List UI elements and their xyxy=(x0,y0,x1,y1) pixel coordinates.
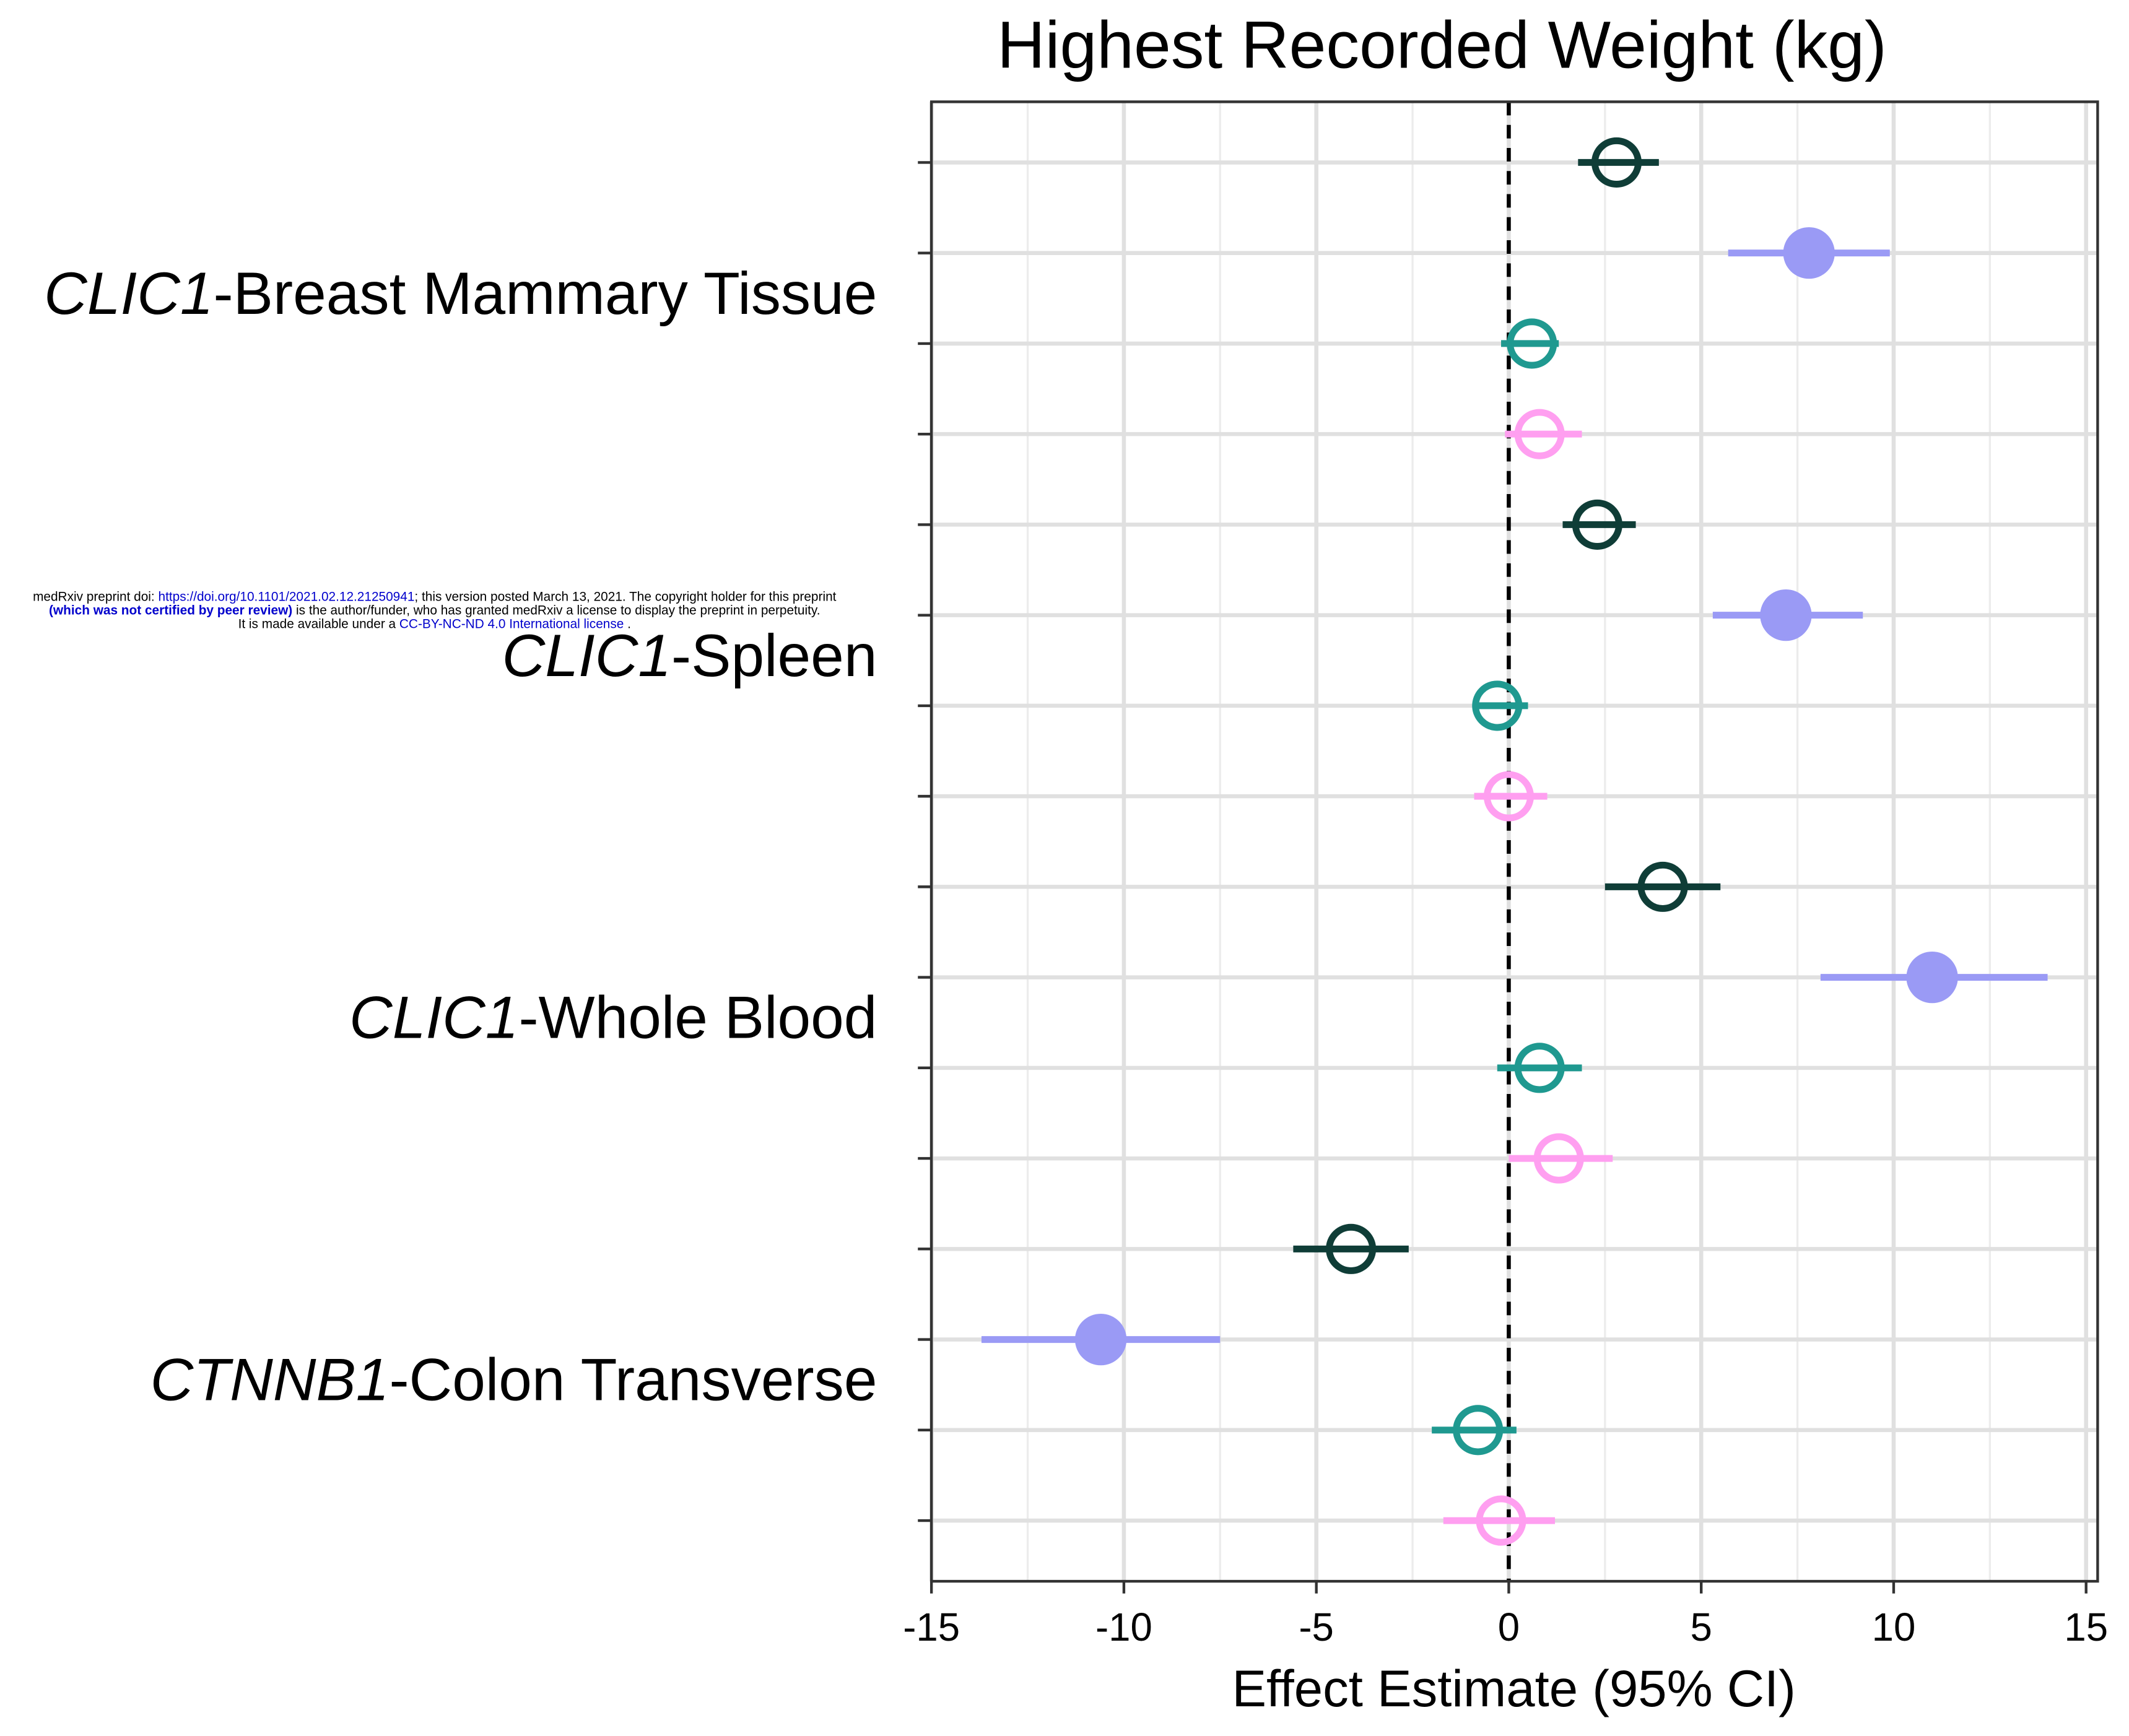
watermark-segment: is the author/funder, who has granted me… xyxy=(292,603,820,617)
x-tick-label: 5 xyxy=(1691,1605,1712,1649)
point-estimate xyxy=(1514,1043,1565,1093)
tissue-name: -Colon Transverse xyxy=(389,1347,877,1413)
watermark-segment: CC-BY-NC-ND 4.0 International license xyxy=(399,617,624,631)
gene-name: CLIC1 xyxy=(44,261,213,327)
point-estimate xyxy=(1783,227,1835,279)
point-estimate xyxy=(1572,499,1622,550)
point-estimate xyxy=(1476,1495,1526,1546)
watermark-line: It is made available under a CC-BY-NC-ND… xyxy=(238,617,631,631)
point-estimate xyxy=(1591,137,1642,188)
point-estimate xyxy=(1514,409,1565,459)
point-estimate xyxy=(1906,951,1958,1004)
x-tick-label: -10 xyxy=(1095,1605,1152,1649)
watermark-segment: . xyxy=(624,617,631,631)
x-tick-label: 10 xyxy=(1872,1605,1916,1649)
watermark-segment: https://doi.org/10.1101/2021.02.12.21250… xyxy=(159,589,415,604)
tissue-name: -Whole Blood xyxy=(518,985,877,1051)
gene-name: CTNNB1 xyxy=(150,1347,390,1413)
gene-name: CLIC1 xyxy=(349,985,518,1051)
point-estimate xyxy=(1533,1133,1584,1184)
point-estimate xyxy=(1472,680,1523,731)
watermark-segment: ; this version posted March 13, 2021. Th… xyxy=(414,589,836,604)
watermark-line: medRxiv preprint doi: https://doi.org/10… xyxy=(33,589,837,604)
watermark-segment: (which was not certified by peer review) xyxy=(49,603,292,617)
point-estimate xyxy=(1074,1313,1127,1366)
watermark-segment: It is made available under a xyxy=(238,617,399,631)
point-estimate xyxy=(1760,589,1812,641)
x-axis-title: Effect Estimate (95% CI) xyxy=(1232,1660,1795,1717)
x-tick-label: -5 xyxy=(1299,1605,1334,1649)
gene-name: CLIC1 xyxy=(502,623,671,689)
chart-title: Highest Recorded Weight (kg) xyxy=(997,7,1887,82)
x-tick-label: 0 xyxy=(1498,1605,1520,1649)
tissue-name: -Spleen xyxy=(671,623,877,689)
point-estimate xyxy=(1483,771,1534,822)
watermark-segment: medRxiv preprint doi: xyxy=(33,589,158,604)
category-label: CLIC1-Breast Mammary Tissue xyxy=(44,261,877,327)
x-tick-label: -15 xyxy=(903,1605,960,1649)
point-estimate xyxy=(1453,1405,1504,1456)
tissue-name: -Breast Mammary Tissue xyxy=(214,261,877,327)
panel-border xyxy=(930,100,2099,1583)
watermark-line: (which was not certified by peer review)… xyxy=(49,603,821,617)
category-label: CLIC1-Whole Blood xyxy=(349,985,877,1051)
category-label: CLIC1-Spleen xyxy=(502,623,877,689)
point-estimate xyxy=(1637,861,1688,912)
x-tick-label: 15 xyxy=(2064,1605,2108,1649)
category-label: CTNNB1-Colon Transverse xyxy=(150,1347,877,1413)
point-estimate xyxy=(1326,1223,1377,1274)
point-estimate xyxy=(1507,318,1557,369)
